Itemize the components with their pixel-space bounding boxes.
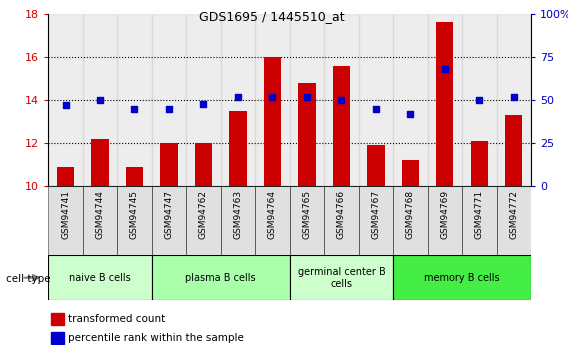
- Text: naive B cells: naive B cells: [69, 273, 131, 283]
- Text: transformed count: transformed count: [68, 314, 165, 324]
- Point: [475, 97, 484, 103]
- Bar: [290, 255, 393, 300]
- Bar: [462, 14, 496, 186]
- Bar: [91, 139, 108, 345]
- Text: GSM94763: GSM94763: [233, 190, 243, 239]
- Point: [337, 97, 346, 103]
- Bar: [152, 14, 186, 186]
- Text: GSM94769: GSM94769: [440, 190, 449, 239]
- Text: GSM94747: GSM94747: [165, 190, 173, 239]
- Point: [406, 111, 415, 117]
- Text: GSM94764: GSM94764: [268, 190, 277, 239]
- Bar: [186, 186, 221, 255]
- Bar: [48, 255, 152, 300]
- Bar: [57, 167, 74, 345]
- Bar: [290, 14, 324, 186]
- Bar: [186, 14, 221, 186]
- Text: GSM94772: GSM94772: [509, 190, 519, 239]
- Bar: [496, 186, 531, 255]
- Bar: [290, 186, 324, 255]
- Bar: [298, 83, 316, 345]
- Bar: [402, 160, 419, 345]
- Point: [199, 101, 208, 106]
- Text: GSM94768: GSM94768: [406, 190, 415, 239]
- Text: memory B cells: memory B cells: [424, 273, 500, 283]
- Point: [165, 106, 174, 111]
- Bar: [358, 186, 393, 255]
- Bar: [229, 111, 247, 345]
- Bar: [428, 14, 462, 186]
- Bar: [83, 14, 117, 186]
- Point: [371, 106, 381, 111]
- Bar: [117, 14, 152, 186]
- Text: GSM94765: GSM94765: [302, 190, 311, 239]
- Bar: [221, 14, 255, 186]
- Text: germinal center B
cells: germinal center B cells: [298, 267, 385, 288]
- Text: GSM94766: GSM94766: [337, 190, 346, 239]
- Text: plasma B cells: plasma B cells: [185, 273, 256, 283]
- Point: [233, 94, 243, 99]
- Bar: [255, 186, 290, 255]
- Bar: [117, 186, 152, 255]
- Bar: [264, 57, 281, 345]
- Bar: [333, 66, 350, 345]
- Bar: [83, 186, 117, 255]
- Point: [61, 102, 70, 108]
- Text: percentile rank within the sample: percentile rank within the sample: [68, 333, 244, 343]
- Point: [302, 94, 311, 99]
- Bar: [221, 186, 255, 255]
- Bar: [505, 115, 523, 345]
- Bar: [195, 143, 212, 345]
- Text: GSM94745: GSM94745: [130, 190, 139, 239]
- Point: [130, 106, 139, 111]
- Bar: [367, 145, 385, 345]
- Bar: [436, 22, 453, 345]
- Bar: [358, 14, 393, 186]
- Bar: [324, 14, 358, 186]
- Text: GSM94762: GSM94762: [199, 190, 208, 239]
- Point: [509, 94, 519, 99]
- Bar: [324, 186, 358, 255]
- Bar: [160, 143, 178, 345]
- Bar: [393, 255, 531, 300]
- Bar: [48, 186, 83, 255]
- Bar: [152, 186, 186, 255]
- Point: [268, 94, 277, 99]
- Text: cell type: cell type: [6, 275, 51, 284]
- Point: [95, 97, 105, 103]
- Text: GSM94744: GSM94744: [95, 190, 105, 239]
- Bar: [152, 255, 290, 300]
- Text: GDS1695 / 1445510_at: GDS1695 / 1445510_at: [199, 10, 344, 23]
- Text: GSM94767: GSM94767: [371, 190, 381, 239]
- Bar: [428, 186, 462, 255]
- Bar: [471, 141, 488, 345]
- Text: GSM94741: GSM94741: [61, 190, 70, 239]
- Point: [440, 66, 449, 72]
- Bar: [462, 186, 496, 255]
- Text: GSM94771: GSM94771: [475, 190, 484, 239]
- Bar: [393, 14, 428, 186]
- Bar: [393, 186, 428, 255]
- Bar: [48, 14, 83, 186]
- Bar: [496, 14, 531, 186]
- Bar: [255, 14, 290, 186]
- Bar: [126, 167, 143, 345]
